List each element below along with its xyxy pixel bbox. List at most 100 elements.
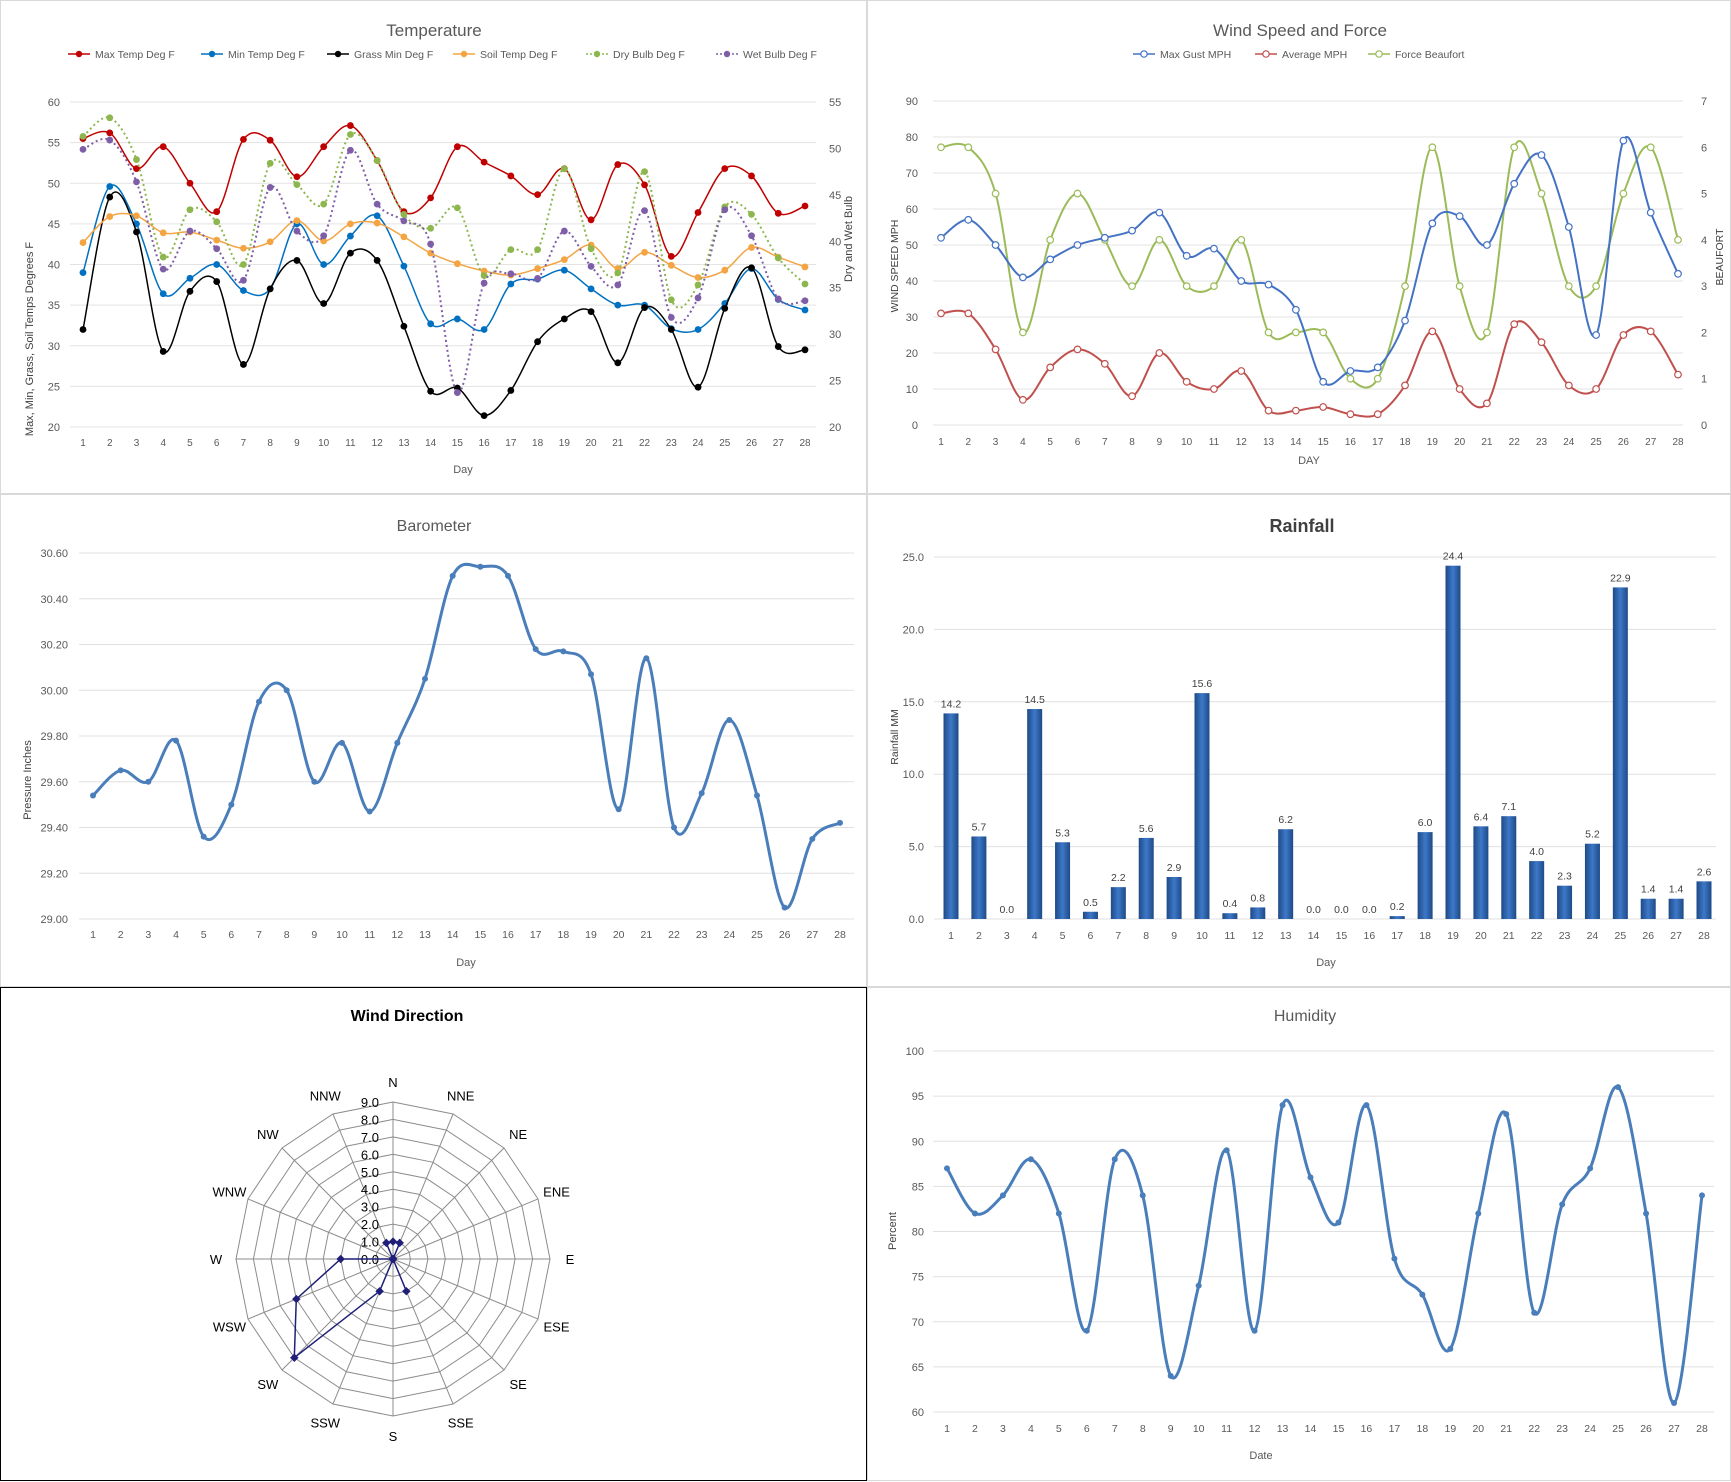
data-point	[560, 266, 568, 274]
data-point	[480, 326, 488, 333]
data-point	[937, 233, 945, 242]
data-point	[721, 304, 729, 312]
y-tick-label: 30.60	[40, 548, 68, 560]
data-point	[694, 294, 702, 302]
direction-label: WNW	[213, 1184, 248, 1199]
data-point	[1671, 1399, 1678, 1406]
y-tick-label: 95	[912, 1091, 924, 1103]
data-point	[560, 165, 568, 173]
y-tick-label: 70	[912, 1317, 924, 1329]
y-tick-label: 100	[906, 1046, 924, 1058]
data-point	[1073, 241, 1082, 249]
direction-label: W	[210, 1252, 223, 1267]
data-point	[1699, 1192, 1705, 1199]
data-point	[1373, 410, 1382, 419]
x-tick-label: 14	[1290, 437, 1302, 448]
data-point	[1674, 370, 1682, 379]
data-point	[1291, 305, 1300, 314]
x-tick-label: 22	[668, 929, 680, 941]
x-tick-label: 28	[1696, 1423, 1708, 1435]
data-point	[453, 315, 461, 323]
data-point	[1335, 1219, 1342, 1226]
data-point	[449, 572, 456, 579]
direction-label: SSE	[448, 1416, 474, 1431]
data-point	[1182, 282, 1191, 291]
data-point	[587, 308, 595, 316]
data-point	[1401, 316, 1409, 325]
data-point	[283, 687, 290, 694]
x-tick-label: 26	[1642, 930, 1654, 942]
bar	[1584, 843, 1600, 919]
y-tick-label-right: 4	[1701, 235, 1707, 247]
data-point	[240, 135, 247, 143]
data-point	[1073, 345, 1082, 354]
legend-marker	[208, 50, 216, 58]
data-point	[643, 655, 650, 662]
data-point	[1363, 1102, 1370, 1109]
data-label: 24.4	[1443, 551, 1464, 563]
data-point	[293, 227, 301, 235]
x-tick-label: 3	[1000, 1423, 1006, 1435]
x-tick-label: 10	[318, 438, 330, 449]
data-point	[1447, 1345, 1454, 1352]
x-tick-label: 17	[505, 438, 517, 449]
y-tick-label-left: 90	[906, 96, 918, 108]
x-tick-label: 9	[1157, 437, 1163, 448]
data-point	[240, 276, 247, 284]
bar	[1640, 898, 1656, 919]
x-tick-label: 12	[1249, 1423, 1261, 1435]
y-axis-label: Rainfall MM	[889, 709, 901, 764]
data-label: 5.3	[1055, 827, 1070, 839]
x-tick-label: 11	[1221, 1423, 1232, 1435]
data-point	[266, 285, 274, 293]
x-axis-label: Day	[453, 464, 473, 476]
y-tick-label-left: 40	[906, 276, 918, 288]
data-point	[1046, 255, 1055, 264]
y-tick-label-right: 50	[829, 143, 841, 155]
x-tick-label: 22	[639, 438, 651, 449]
data-point	[781, 904, 788, 911]
x-tick-label: 9	[311, 929, 317, 941]
data-point	[1537, 189, 1546, 198]
data-point	[1428, 143, 1437, 152]
x-tick-label: 21	[612, 438, 624, 449]
radar-spoke	[392, 1258, 539, 1320]
radar-spoke	[247, 1198, 394, 1260]
data-point	[117, 767, 124, 774]
data-point	[1646, 208, 1655, 217]
wind-speed-chart-svg: Wind Speed and Force 0 10 20 30 40 50 60 70 80 90 0…	[889, 21, 1726, 467]
data-point	[774, 295, 782, 303]
data-point	[480, 158, 488, 166]
data-point	[133, 228, 140, 236]
bar	[1668, 898, 1684, 919]
data-point	[534, 338, 541, 346]
data-point	[133, 212, 140, 220]
y-tick-label-right: 3	[1701, 281, 1707, 293]
data-point	[774, 343, 782, 350]
data-point	[213, 261, 221, 268]
data-point	[347, 232, 354, 240]
data-point	[320, 200, 328, 208]
legend-label: Soil Temp Deg F	[480, 49, 557, 61]
data-point	[614, 161, 622, 168]
y-tick-label: 90	[912, 1136, 924, 1148]
data-point	[79, 145, 87, 153]
data-point	[1155, 235, 1164, 244]
data-point	[453, 389, 461, 397]
x-tick-label: 15	[474, 929, 486, 941]
y-tick-label-right: 2	[1701, 327, 1707, 339]
x-tick-label: 25	[751, 929, 763, 941]
data-point	[213, 245, 221, 253]
x-tick-label: 23	[1559, 930, 1571, 942]
x-tick-label: 23	[1536, 437, 1548, 448]
barometer-chart-svg: Barometer 29.00 29.20 29.40 29.60 29.80 30.00 3…	[22, 518, 854, 969]
data-point	[801, 202, 809, 210]
data-point	[266, 184, 274, 191]
data-point	[801, 263, 809, 271]
x-axis-label: DAY	[1298, 455, 1320, 467]
data-point	[320, 143, 328, 151]
x-tick-label: 11	[364, 929, 375, 941]
legend-marker	[1140, 50, 1148, 58]
legend-label: Grass Min Deg F	[354, 49, 433, 61]
